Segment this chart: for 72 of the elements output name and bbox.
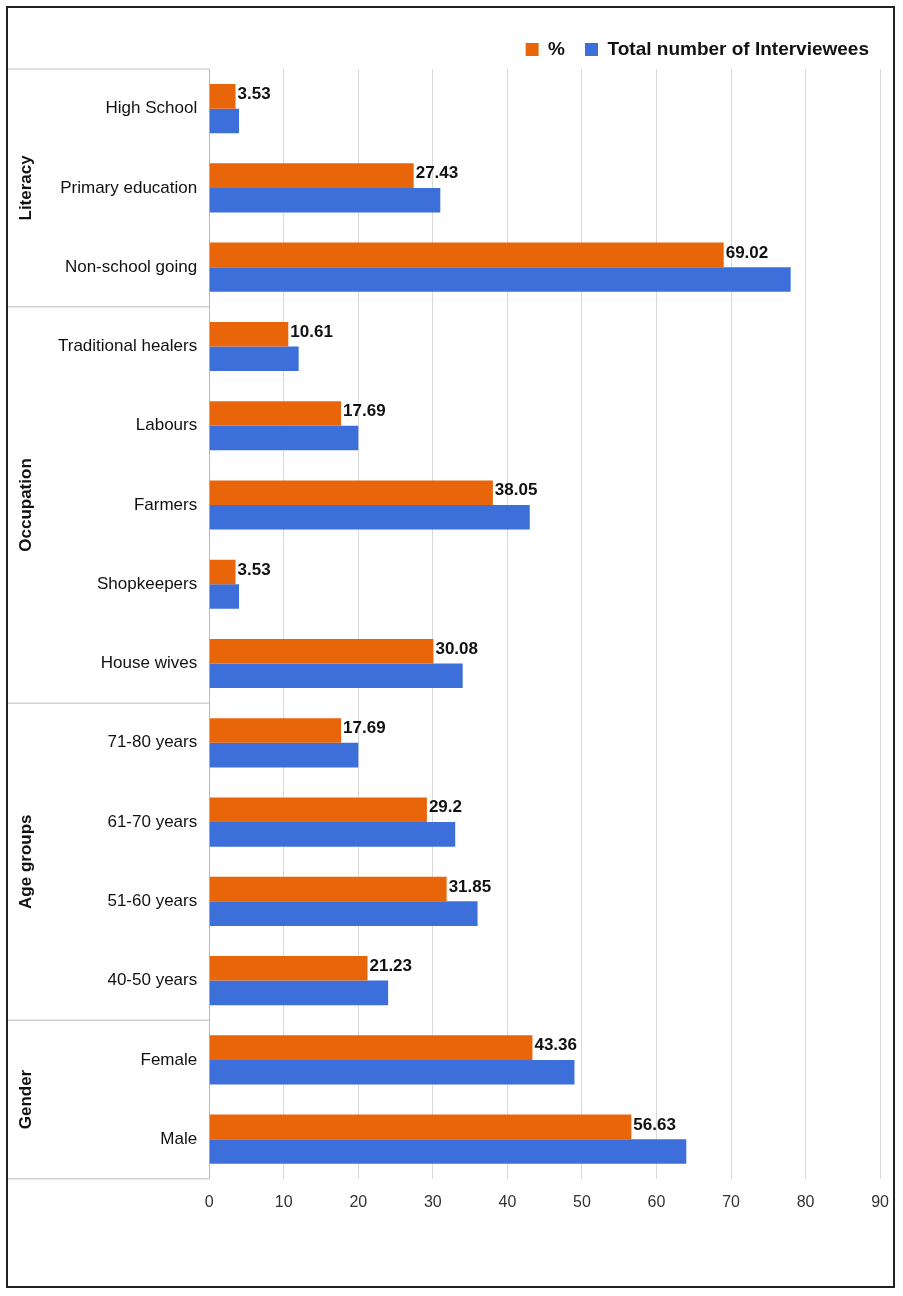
bar [209,346,299,372]
bar [209,559,236,585]
y-tick-label: 71-80 years [107,732,198,752]
bar [209,425,359,451]
data-label: 30.08 [435,638,478,658]
bar [209,956,368,981]
bar [209,1139,687,1164]
bar [209,1114,632,1140]
bar [209,980,389,1006]
bar [209,584,240,609]
text: Age groups [15,814,35,909]
bar [209,504,530,530]
y-tick-label: 51-60 years [107,891,198,911]
bar [209,901,478,926]
bar [209,876,447,902]
bar [209,718,342,743]
bar [209,638,434,664]
x-tick-label: 70 [722,1192,741,1210]
data-label: 3.53 [237,84,271,104]
bar [209,742,359,768]
bar [209,267,791,292]
y-tick-label: 61-70 years [107,811,198,831]
data-label: 69.02 [725,242,769,262]
y-tick-label: Primary education [60,177,198,197]
data-label: 31.85 [448,876,492,896]
legend-label: % [548,37,566,59]
data-label: 56.63 [633,1114,676,1134]
bar [209,797,427,823]
x-tick-label: 50 [573,1192,591,1210]
text: Literacy [15,154,35,221]
data-label: 3.53 [237,559,271,579]
x-tick-label: 20 [349,1192,368,1210]
y-tick-label: 40-50 years [107,970,198,990]
y-tick-label: Female [140,1049,198,1069]
bar [209,401,342,426]
data-label: 17.69 [343,718,386,738]
y-tick-label: House wives [100,653,198,673]
y-tick-label: Non-school going [64,256,198,276]
x-tick-label: 60 [647,1192,666,1210]
bar [209,1059,575,1085]
x-tick-label: 0 [204,1192,214,1210]
y-tick-label: Labours [135,415,198,435]
bar [209,663,463,689]
bar [209,187,441,213]
bar [209,84,236,109]
data-label: 29.2 [428,797,462,817]
data-label: 17.69 [343,401,386,421]
text: Gender [15,1069,35,1130]
data-label: 10.61 [290,321,333,341]
data-label: 38.05 [494,480,538,500]
bar [209,242,724,268]
bar [209,163,414,188]
y-tick-label: Male [160,1128,198,1148]
y-tick-label: Traditional healers [57,336,198,356]
bar [209,480,493,505]
x-tick-label: 40 [498,1192,517,1210]
x-tick-label: 90 [871,1192,890,1210]
legend-label: Total number of Interviewees [607,37,869,59]
bar [209,1035,533,1060]
x-tick-label: 30 [423,1192,442,1210]
y-tick-label: Shopkeepers [97,573,198,593]
data-label: 21.23 [369,956,413,976]
bar [209,321,289,347]
y-tick-label: Farmers [133,494,198,514]
bar [209,822,456,847]
data-label: 43.36 [534,1035,577,1055]
x-tick-label: 10 [274,1192,293,1210]
y-tick-label: High School [105,98,198,118]
bar [209,108,240,134]
x-tick-label: 80 [796,1192,815,1210]
text: Occupation [15,458,35,552]
data-label: 27.43 [415,163,459,183]
